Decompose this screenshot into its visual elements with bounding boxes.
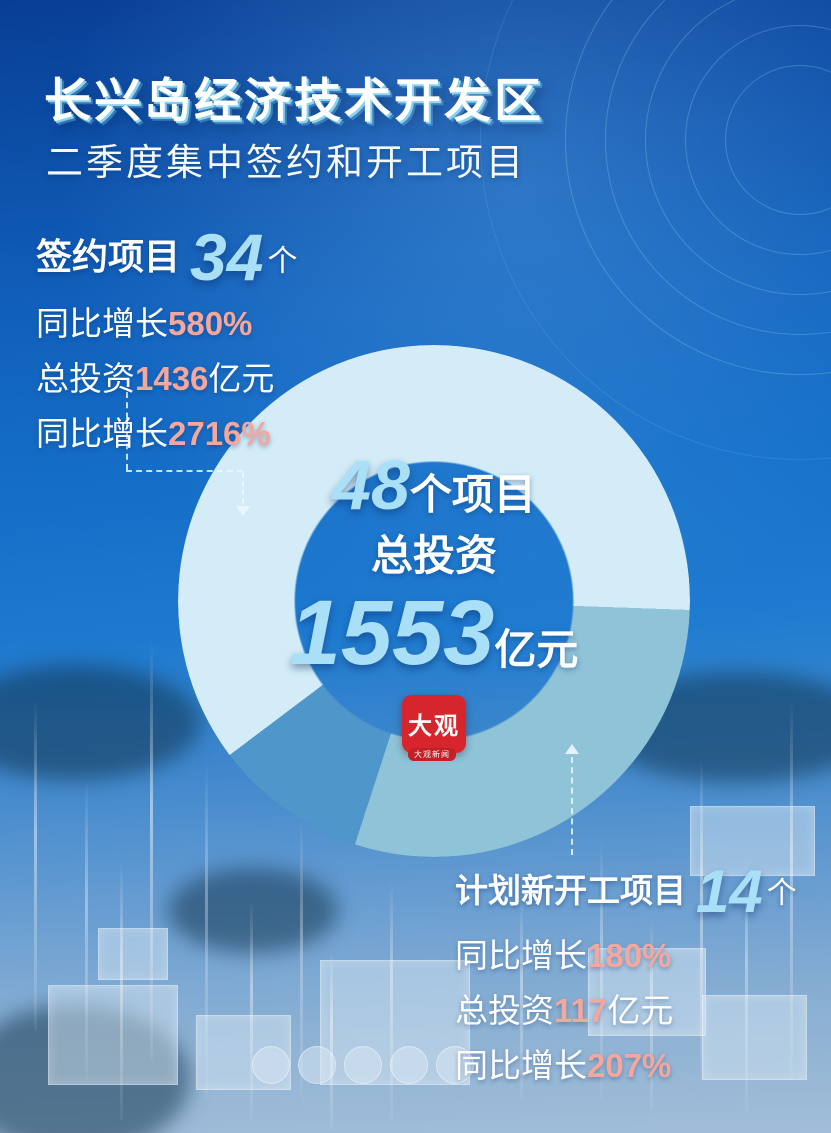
storage-tank-shape — [252, 1046, 290, 1084]
planned-growth-label: 同比增长 — [455, 937, 587, 974]
donut-investment-amount: 1553 — [289, 581, 495, 684]
arrow-up-icon — [565, 744, 579, 754]
signed-growth-label: 同比增长 — [36, 305, 168, 342]
storage-tank-shape — [298, 1046, 336, 1084]
connector-line — [571, 757, 573, 855]
planned-investment-label: 总投资 — [455, 992, 554, 1029]
signed-projects-unit: 个 — [267, 245, 298, 278]
light-streak — [250, 900, 253, 1120]
signed-investment-unit: 亿元 — [208, 360, 275, 397]
building-shape — [702, 995, 807, 1080]
donut-investment-unit: 亿元 — [494, 625, 579, 673]
building-shape — [98, 928, 168, 980]
light-streak — [120, 860, 123, 1120]
planned-projects-label: 计划新开工项目 — [455, 872, 686, 909]
light-streak — [390, 880, 393, 1120]
light-streak — [650, 920, 653, 1110]
storage-tank-shape — [344, 1046, 382, 1084]
arrow-down-icon — [236, 506, 250, 516]
donut-center-labels: 48个项目 总投资 1553亿元 大观 大观新闻 — [178, 345, 690, 857]
planned-projects-block: 计划新开工项目 14 个 同比增长180% 总投资117亿元 同比增长207% — [455, 862, 797, 1087]
light-streak — [600, 840, 603, 1100]
planned-projects-count: 14 — [696, 858, 763, 925]
signed-investment-label: 总投资 — [36, 360, 135, 397]
light-streak — [745, 860, 748, 1110]
light-streak — [300, 820, 303, 1100]
connector-line — [126, 392, 128, 470]
signed-investment-growth-label: 同比增长 — [36, 415, 168, 452]
donut-investment-line: 1553亿元 — [290, 587, 579, 679]
light-streak — [790, 700, 793, 1080]
daguan-logo: 大观 大观新闻 — [402, 694, 466, 761]
page-title: 长兴岛经济技术开发区 — [44, 74, 544, 127]
light-streak — [330, 950, 333, 1130]
light-streak — [700, 760, 703, 1080]
donut-projects-line: 48个项目 — [332, 450, 536, 522]
daguan-logo-text: 大观 — [408, 713, 460, 740]
building-shape — [48, 985, 178, 1085]
planned-investment-growth-value: 207% — [587, 1047, 672, 1084]
planned-investment-row: 总投资117亿元 — [455, 984, 797, 1032]
signed-investment-growth-row: 同比增长2716% — [36, 407, 297, 455]
planned-growth-row: 同比增长180% — [455, 929, 797, 977]
building-shape — [196, 1015, 291, 1090]
planned-projects-unit: 个 — [766, 877, 797, 910]
tree-silhouette — [168, 868, 338, 953]
signed-investment-row: 总投资1436亿元 — [36, 352, 297, 400]
signed-investment-growth-value: 2716% — [168, 415, 271, 452]
signed-projects-count: 34 — [190, 220, 264, 294]
planned-investment-growth-row: 同比增长207% — [455, 1039, 797, 1087]
signed-projects-headline: 签约项目 34 个 — [36, 224, 297, 290]
planned-investment-value: 117 — [554, 992, 608, 1029]
donut-projects-count: 48 — [332, 445, 410, 524]
connector-line — [126, 470, 243, 472]
light-streak — [34, 700, 37, 1030]
tree-silhouette — [0, 665, 200, 780]
connector-line — [242, 472, 244, 504]
planned-projects-headline: 计划新开工项目 14 个 — [455, 862, 797, 922]
donut-projects-suffix: 个项目 — [409, 470, 536, 518]
storage-tank-shape — [390, 1046, 428, 1084]
signed-growth-row: 同比增长580% — [36, 297, 297, 345]
signed-growth-value: 580% — [168, 305, 253, 342]
daguan-logo-subtext: 大观新闻 — [408, 747, 456, 761]
light-streak — [150, 640, 153, 1060]
storage-tank-shape — [436, 1046, 474, 1084]
light-streak — [85, 780, 88, 1080]
building-shape — [588, 948, 706, 1036]
light-streak — [205, 760, 208, 1100]
planned-growth-value: 180% — [587, 937, 672, 974]
donut-chart — [178, 345, 690, 857]
building-shape — [690, 806, 815, 876]
signed-projects-block: 签约项目 34 个 同比增长580% 总投资1436亿元 同比增长2716% — [36, 224, 297, 455]
donut-investment-label: 总投资 — [370, 531, 497, 579]
planned-investment-unit: 亿元 — [607, 992, 674, 1029]
planned-investment-growth-label: 同比增长 — [455, 1047, 587, 1084]
signed-investment-value: 1436 — [135, 360, 209, 397]
signed-projects-label: 签约项目 — [36, 236, 181, 277]
light-streak — [520, 900, 523, 1100]
page-subtitle: 二季度集中签约和开工项目 — [46, 142, 526, 183]
